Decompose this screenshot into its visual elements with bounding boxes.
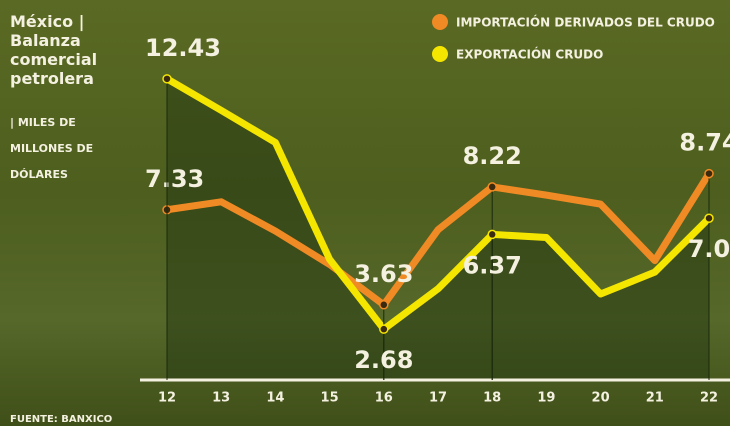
point [705, 170, 713, 178]
x-tick-label: 21 [646, 391, 664, 406]
legend-marker [432, 46, 448, 62]
x-tick-label: 16 [375, 391, 393, 406]
value-label: 8.74 [679, 129, 730, 157]
value-label: 7.33 [145, 165, 204, 193]
value-label: 2.68 [354, 346, 413, 374]
value-label: 7.0 [688, 235, 730, 263]
point [488, 183, 496, 191]
value-label: 8.22 [463, 142, 522, 170]
point [380, 301, 388, 309]
x-tick-label: 22 [700, 391, 718, 406]
value-label: 3.63 [354, 260, 413, 288]
legend-label: EXPORTACIÓN CRUDO [456, 47, 603, 62]
x-tick-label: 13 [212, 391, 230, 406]
point [488, 230, 496, 238]
x-tick-label: 19 [537, 391, 555, 406]
x-tick-label: 20 [592, 391, 610, 406]
x-tick-label: 18 [483, 391, 501, 406]
point [380, 325, 388, 333]
chart: México | Balanza comercial petrolera | M… [0, 0, 730, 426]
legend-marker [432, 14, 448, 30]
plot: 12 13 14 15 16 17 18 19 20 21 22 7.33 3.63 8.22 8.74 IM… [0, 0, 730, 426]
x-tick-label: 17 [429, 391, 447, 406]
x-tick-label: 14 [266, 391, 284, 406]
value-label: 6.37 [463, 251, 522, 279]
point [163, 75, 171, 83]
point [705, 214, 713, 222]
x-tick-label: 12 [158, 391, 176, 406]
x-tick-label: 15 [321, 391, 339, 406]
legend-label: IMPORTACIÓN DERIVADOS DEL CRUDO [456, 15, 715, 30]
value-label: 12.43 [145, 34, 221, 62]
